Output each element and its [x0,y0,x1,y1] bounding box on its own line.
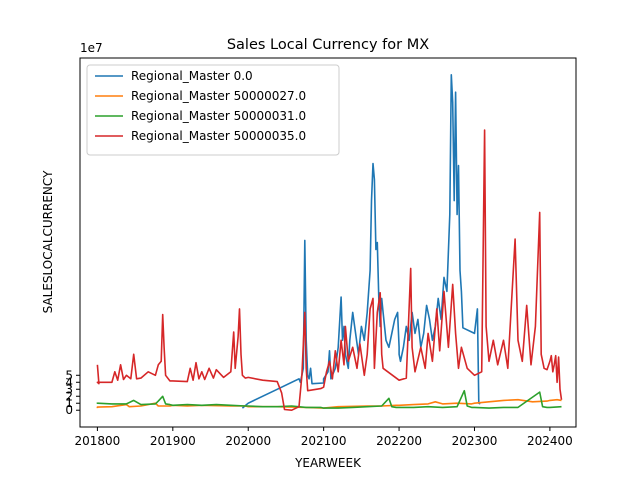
legend-label-2: Regional_Master 50000031.0 [131,109,306,123]
x-tick-label-1: 201900 [150,434,196,448]
x-tick-label-3: 202100 [301,434,347,448]
series-line-1 [96,398,562,409]
x-tick-label-0: 201800 [74,434,120,448]
x-tick-label-4: 202200 [376,434,422,448]
x-tick-label-6: 202400 [527,434,573,448]
plot-series [96,74,563,412]
x-tick-label-5: 202300 [452,434,498,448]
y-axis-label: SALESLOCALCURRENCY [41,170,55,313]
x-axis-label: YEARWEEK [294,456,362,470]
legend-label-3: Regional_Master 50000035.0 [131,129,306,143]
legend-box [86,64,340,156]
series-line-2 [96,389,562,409]
series-line-3 [96,129,563,412]
y-tick-label-3: 3 [65,382,73,396]
y-tick-label-5: 5 [65,368,73,382]
y-offset-label: 1e7 [80,41,103,55]
y-tick-label-1: 1 [65,396,73,410]
chart-title: Sales Local Currency for MX [227,37,429,53]
y-tick-label-2: 2 [65,389,73,403]
legend: Regional_Master 0.0 Regional_Master 50000… [86,64,340,156]
series-line-0 [241,74,481,409]
y-tick-label-4: 4 [65,375,73,389]
x-tick-label-2: 202000 [225,434,271,448]
y-tick-label-0: 0 [65,403,73,417]
legend-label-1: Regional_Master 50000027.0 [131,89,306,103]
x-axis: 201800 201900 202000 202100 202200 202300 2024… [74,427,573,448]
plot-frame [79,57,577,428]
legend-label-0: Regional_Master 0.0 [131,69,253,83]
